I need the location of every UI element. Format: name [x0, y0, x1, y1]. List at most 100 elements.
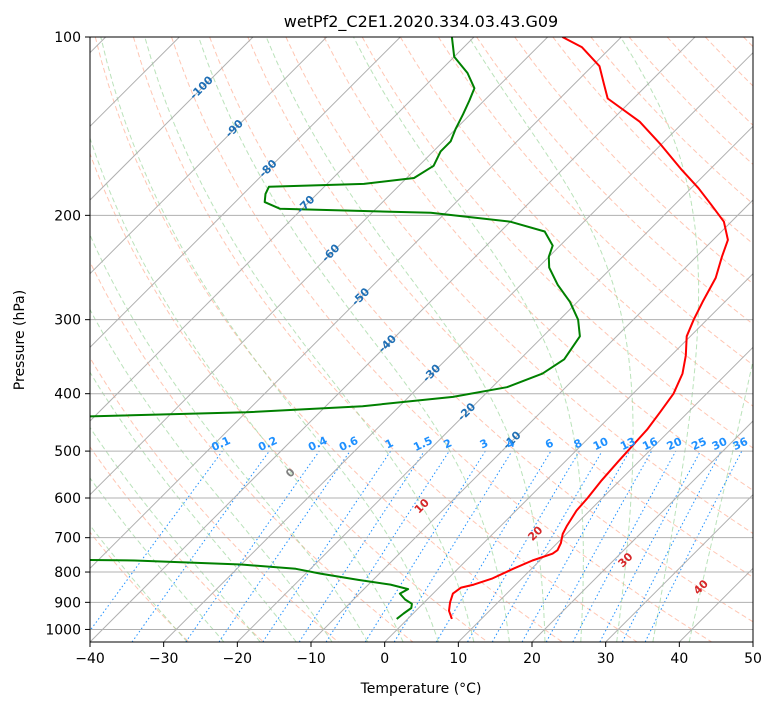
- isotherm-gridline: [236, 125, 753, 642]
- isotherm-gridline: [384, 272, 753, 642]
- mixing-ratio-label: 10: [591, 435, 611, 453]
- mixing-ratio-label: 2: [442, 436, 454, 451]
- mixing-ratio-label: 25: [689, 435, 708, 453]
- mixing-ratio-line: [185, 450, 320, 642]
- y-tick-label: 300: [54, 313, 81, 329]
- x-tick-label: 40: [670, 651, 688, 667]
- dry-adiabat: [552, 37, 753, 245]
- moist-adiabat-label: 0: [283, 465, 298, 480]
- dry-adiabat: [94, 37, 563, 642]
- x-axis-label: Temperature (°C): [360, 681, 482, 697]
- moist-adiabat: [688, 358, 753, 642]
- x-tick-label: 30: [597, 651, 615, 667]
- dry-adiabat: [171, 37, 712, 642]
- moist-adiabat: [198, 37, 510, 642]
- moist-adiabat: [90, 233, 369, 642]
- dry-adiabat: [247, 37, 753, 578]
- dry-adiabat: [399, 37, 753, 407]
- x-tick-label: 20: [523, 651, 541, 667]
- moist-adiabat: [353, 37, 584, 642]
- dry-adiabat: [90, 260, 414, 642]
- mixing-ratio-label: 30: [710, 435, 730, 453]
- dry-adiabat: [90, 356, 339, 642]
- moist-adiabat: [90, 426, 261, 642]
- mixing-ratio-line: [298, 450, 425, 642]
- isotherm-gridline: [678, 567, 753, 642]
- dewpoint-profile-line: [90, 37, 581, 620]
- mixing-ratio-line: [599, 450, 701, 642]
- y-tick-label: 1000: [45, 622, 81, 638]
- y-tick-label: 800: [54, 565, 81, 581]
- dry-adiabat: [437, 37, 753, 366]
- x-tick-label: −40: [75, 651, 105, 667]
- isotherm-gridline: [90, 37, 622, 570]
- dry-adiabat: [743, 37, 753, 48]
- temperature-profile-line: [448, 37, 729, 620]
- isotherm-gridline: [531, 420, 753, 642]
- mixing-ratio-line: [218, 450, 351, 642]
- dry-adiabat: [514, 37, 753, 285]
- mixing-ratio-label: 16: [640, 435, 660, 453]
- isotherm-gridline: [457, 346, 753, 642]
- x-tick-label: −30: [149, 651, 179, 667]
- mixing-ratio-line: [572, 450, 677, 642]
- y-tick-label: 700: [54, 531, 81, 547]
- mixing-ratio-label: 3: [478, 436, 490, 451]
- mixing-ratio-line: [393, 450, 513, 642]
- mixing-ratio-line: [435, 450, 552, 642]
- y-axis-label: Pressure (hPa): [12, 290, 28, 390]
- x-tick-label: 10: [449, 651, 467, 667]
- y-tick-label: 100: [54, 30, 81, 46]
- moist-adiabat-label: 10: [412, 496, 432, 516]
- x-tick-label: −20: [223, 651, 253, 667]
- x-tick-label: −10: [296, 651, 326, 667]
- moist-adiabat-label: 20: [525, 523, 545, 543]
- y-tick-label: 200: [54, 208, 81, 224]
- y-tick-label: 600: [54, 491, 81, 507]
- dry-adiabat: [90, 446, 264, 642]
- dry-adiabat: [476, 37, 753, 325]
- isotherm-gridline: [90, 37, 328, 275]
- mixing-ratio-label: 6: [543, 436, 556, 451]
- y-tick-label: 500: [54, 444, 81, 460]
- mixing-ratio-label: 1: [383, 436, 395, 451]
- moist-adiabat: [468, 37, 634, 642]
- moist-adiabat: [620, 37, 700, 642]
- isotherm-gridline: [90, 37, 475, 422]
- x-tick-label: 0: [380, 651, 389, 667]
- dry-adiabat: [666, 37, 753, 126]
- mixing-ratio-label: 20: [665, 435, 685, 453]
- mixing-ratio-line: [90, 450, 223, 632]
- moist-adiabat: [100, 37, 439, 642]
- dry-adiabat: [209, 37, 753, 623]
- chart-title: wetPf2_C2E1.2020.334.03.43.G09: [284, 12, 558, 32]
- mixing-ratio-line: [521, 450, 630, 642]
- dry-adiabat: [90, 152, 488, 642]
- dry-adiabat: [132, 37, 638, 642]
- isotherm-gridline: [310, 199, 753, 642]
- isotherm-gridline: [90, 37, 549, 496]
- dry-adiabat: [704, 37, 753, 87]
- isotherm-gridline: [752, 641, 753, 642]
- mixing-ratio-line: [621, 450, 722, 642]
- mixing-ratio-line: [545, 450, 653, 642]
- isotherm-gridline: [163, 51, 753, 642]
- y-tick-label: 400: [54, 387, 81, 403]
- moist-adiabat: [90, 524, 188, 642]
- x-tick-label: 50: [744, 651, 762, 667]
- moist-adiabat: [90, 477, 225, 642]
- dry-adiabat: [285, 37, 753, 535]
- isotherm-gridline: [605, 493, 753, 642]
- moist-adiabat: [144, 37, 475, 642]
- dry-adiabat: [590, 37, 753, 205]
- y-tick-label: 900: [54, 595, 81, 611]
- mixing-ratio-line: [131, 450, 270, 642]
- dry-adiabat: [90, 531, 190, 642]
- isotherm-gridline: [90, 37, 401, 349]
- moist-adiabat-label: 30: [616, 550, 636, 570]
- mixing-ratio-line: [262, 450, 392, 642]
- isotherm-gridline: [90, 37, 254, 201]
- plot-frame: [89, 36, 754, 643]
- mixing-ratio-label: 13: [618, 435, 637, 453]
